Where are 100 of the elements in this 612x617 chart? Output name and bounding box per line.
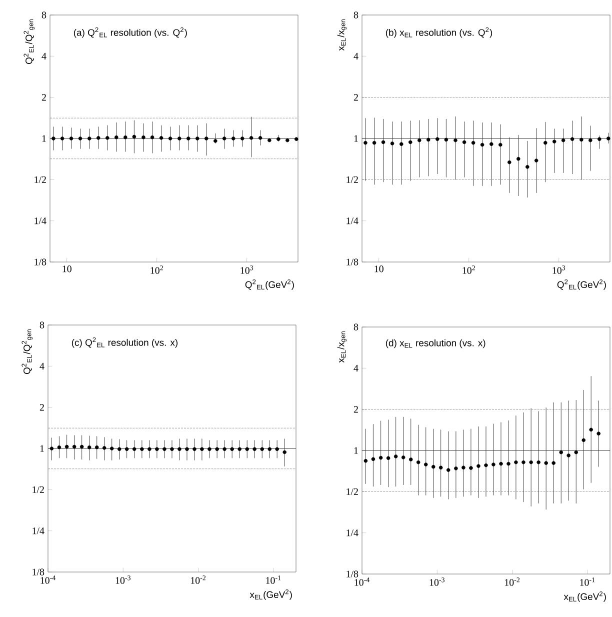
x-tick-label: 10 <box>374 266 384 272</box>
x-tick-label: 10$^{-1}$ <box>580 578 595 586</box>
point <box>438 466 443 470</box>
point <box>424 462 428 466</box>
point <box>372 140 376 145</box>
point <box>444 138 448 142</box>
point <box>596 432 600 436</box>
y-tick-label: 1/2 <box>34 176 46 184</box>
point <box>498 142 502 147</box>
y-tick-label: 1/4 <box>32 528 44 534</box>
point <box>364 140 368 145</box>
y-tick-label: 8 <box>42 12 46 18</box>
point <box>408 458 413 462</box>
x-tick-label: 10$^{-2}$ <box>505 578 520 586</box>
point <box>561 138 566 142</box>
x-axis-title: x$_{EL}$(GeV$^{2}$) <box>564 591 606 602</box>
y-tick-label: 1/2 <box>32 486 44 494</box>
point <box>371 457 376 462</box>
y-tick-label: 1/2 <box>346 488 358 496</box>
x-axis-title: Q$^{2}$$_{EL}$(GeV$^{2}$) <box>245 279 294 290</box>
point <box>516 156 520 161</box>
point <box>408 140 412 144</box>
point <box>582 438 586 442</box>
point <box>484 463 488 468</box>
point <box>507 160 512 164</box>
y-tick-label: 1/8 <box>346 258 358 266</box>
point <box>401 456 406 460</box>
point <box>454 138 458 142</box>
point <box>566 454 570 458</box>
y-tick-label: 1/4 <box>346 218 358 224</box>
text: (b) x$_{EL}$ resolution (vs. Q$^{2}$) <box>386 27 492 38</box>
y-axis-title: x$_{EL}$/x$_{gen}$ <box>337 19 347 51</box>
point <box>394 454 398 458</box>
y-tick-label: 1 <box>40 445 44 452</box>
y-tick-label: 1/4 <box>34 218 46 224</box>
point <box>446 468 450 472</box>
x-tick-label: 10$^{3}$ <box>552 266 566 274</box>
y-tick-label: 2 <box>40 404 44 411</box>
point <box>490 142 494 146</box>
point <box>570 137 574 141</box>
x-axis-title: Q$^{2}$$_{EL}$(GeV$^{2}$) <box>557 279 606 290</box>
point <box>552 461 556 465</box>
point <box>462 466 466 470</box>
y-tick-label: 1/8 <box>346 570 358 578</box>
point <box>399 142 404 146</box>
x-tick-label: 10$^{2}$ <box>150 266 163 274</box>
point <box>588 138 592 142</box>
point <box>431 464 436 469</box>
x-tick-label: 10$^{3}$ <box>240 266 254 274</box>
point <box>525 165 530 169</box>
point <box>476 464 480 468</box>
point <box>492 462 496 466</box>
y-tick-label: 8 <box>354 12 358 18</box>
text: (d) x$_{EL}$ resolution (vs. x) <box>386 339 486 348</box>
point <box>462 140 466 144</box>
y-tick-label: 1/2 <box>346 176 358 184</box>
y-tick-label: 2 <box>354 94 358 101</box>
y-axis-title: x$_{EL}$/x$_{gen}$ <box>337 331 347 363</box>
point <box>417 138 422 142</box>
point <box>534 158 538 162</box>
point <box>469 466 473 470</box>
y-tick-label: 4 <box>354 52 358 60</box>
point <box>381 140 386 144</box>
y-tick-label: 4 <box>42 52 46 60</box>
x-tick-label: 10$^{-1}$ <box>266 576 281 584</box>
point <box>529 460 533 464</box>
x-axis-title: x$_{EL}$(GeV$^{2}$) <box>250 589 292 600</box>
point <box>514 460 518 464</box>
y-tick-label: 1/8 <box>34 258 46 266</box>
point <box>544 461 548 465</box>
text: (c) Q$^{2}$$_{EL}$ resolution (vs. x) <box>72 337 178 348</box>
point <box>574 450 578 454</box>
point <box>454 466 458 470</box>
y-tick-label: 2 <box>42 94 46 101</box>
point <box>378 456 383 460</box>
point <box>606 136 610 140</box>
y-tick-label: 1 <box>42 135 46 142</box>
point <box>543 140 548 145</box>
y-tick-label: 8 <box>354 324 358 330</box>
y-tick-label: 2 <box>354 406 358 413</box>
point <box>499 462 503 466</box>
x-tick-label: 10$^{-2}$ <box>190 576 206 584</box>
point <box>480 142 484 147</box>
text: (a) Q$^{2}$$_{EL}$ resolution (vs. Q$^{2}$) <box>74 27 187 38</box>
x-tick-label: 10$^{-3}$ <box>116 576 130 584</box>
x-tick-label: 10 <box>62 266 72 272</box>
y-tick-label: 4 <box>354 364 358 372</box>
point <box>386 456 390 460</box>
point <box>364 458 368 463</box>
point <box>552 140 556 144</box>
y-tick-label: 1/4 <box>346 530 358 536</box>
y-tick-label: 1 <box>354 135 358 142</box>
point <box>536 460 540 464</box>
x-tick-label: 10$^{-3}$ <box>430 578 444 586</box>
point <box>435 137 440 141</box>
point <box>589 428 593 432</box>
x-tick-label: 10$^{2}$ <box>462 266 475 274</box>
y-tick-label: 1/8 <box>32 568 44 576</box>
point <box>471 140 476 145</box>
point <box>426 138 430 142</box>
